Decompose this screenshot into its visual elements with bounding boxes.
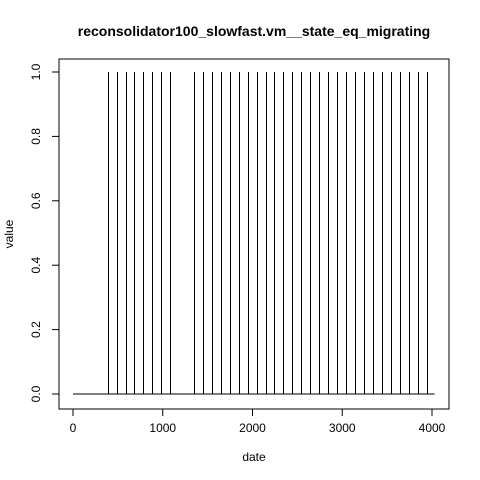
x-tick-label: 3000	[329, 421, 356, 435]
y-tick-label: 0.2	[29, 321, 43, 338]
x-axis-label: date	[242, 450, 266, 464]
x-tick-label: 2000	[239, 421, 266, 435]
y-axis-label: value	[2, 219, 16, 248]
y-tick-label: 0.6	[29, 192, 43, 209]
y-tick-label: 1.0	[29, 63, 43, 80]
x-axis: 0 1000 2000 3000 4000	[70, 408, 446, 435]
y-axis: 0.0 0.2 0.4 0.6 0.8 1.0	[29, 63, 60, 402]
y-tick-label: 0.4	[29, 257, 43, 274]
chart-title: reconsolidator100_slowfast.vm__state_eq_…	[78, 23, 430, 39]
y-tick-label: 0.0	[29, 385, 43, 402]
y-tick-label: 0.8	[29, 128, 43, 145]
x-tick-label: 1000	[149, 421, 176, 435]
data-series	[73, 72, 435, 395]
x-tick-label: 0	[70, 421, 77, 435]
x-tick-label: 4000	[419, 421, 446, 435]
